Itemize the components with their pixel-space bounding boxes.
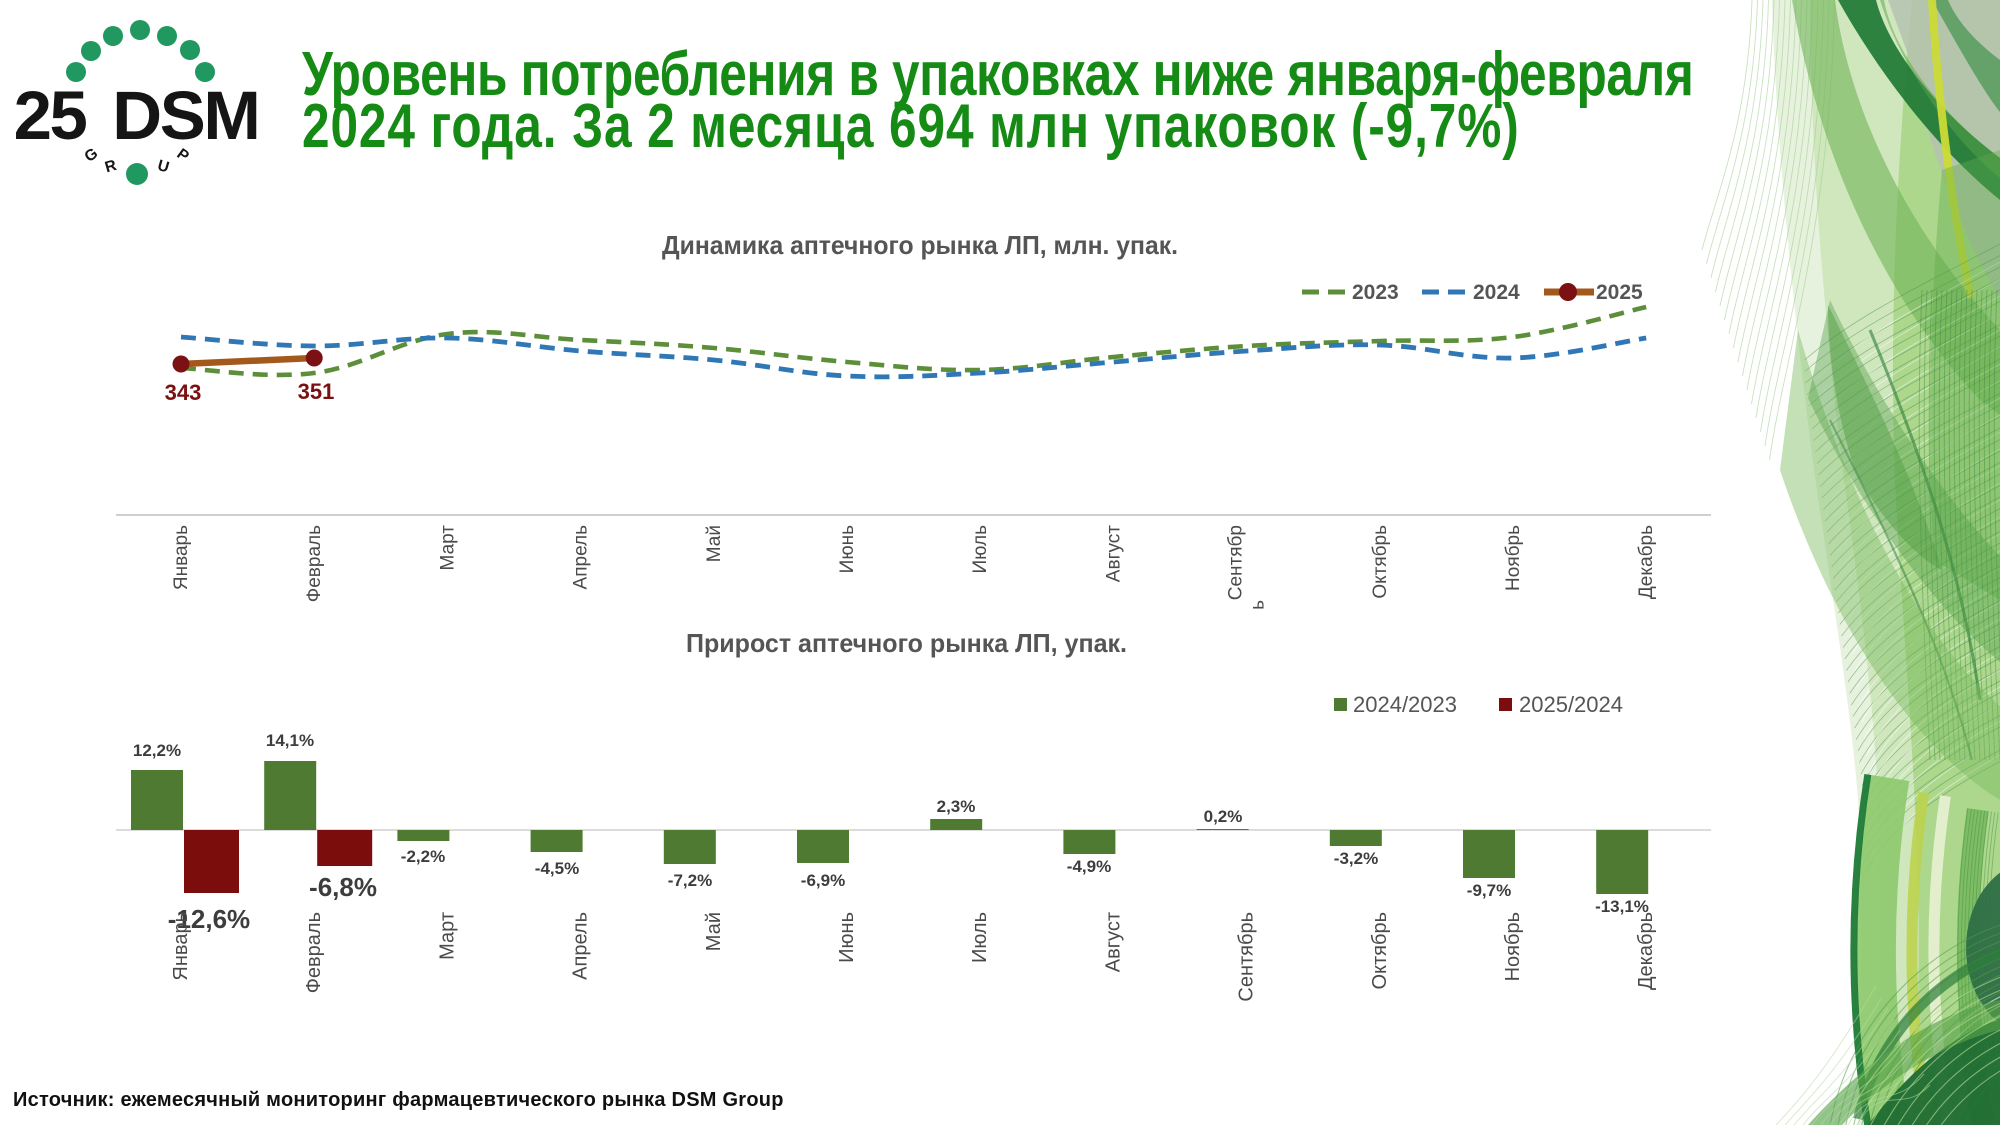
svg-text:Январь: Январь bbox=[170, 912, 192, 981]
svg-text:Октябрь: Октябрь bbox=[1370, 525, 1391, 599]
svg-text:Март: Март bbox=[436, 912, 458, 960]
svg-text:-2,2%: -2,2% bbox=[401, 847, 445, 866]
svg-text:12,2%: 12,2% bbox=[133, 741, 181, 760]
svg-text:Декабрь: Декабрь bbox=[1636, 525, 1657, 599]
svg-text:Июнь: Июнь bbox=[836, 912, 858, 963]
svg-text:Май: Май bbox=[704, 525, 725, 562]
svg-text:Октябрь: Октябрь bbox=[1369, 912, 1391, 990]
svg-text:Декабрь: Декабрь bbox=[1635, 912, 1657, 990]
svg-text:Прирост аптечного рынка ЛП, уп: Прирост аптечного рынка ЛП, упак. bbox=[686, 628, 1127, 658]
svg-text:-3,2%: -3,2% bbox=[1334, 849, 1378, 868]
svg-text:Февраль: Февраль bbox=[304, 525, 325, 602]
svg-text:351: 351 bbox=[298, 379, 335, 404]
svg-text:2023: 2023 bbox=[1352, 281, 1399, 304]
svg-text:-13,1%: -13,1% bbox=[1595, 897, 1649, 916]
svg-text:Август: Август bbox=[1102, 912, 1124, 972]
svg-text:ь: ь bbox=[1248, 600, 1269, 610]
svg-text:-4,5%: -4,5% bbox=[535, 859, 579, 878]
svg-text:Август: Август bbox=[1103, 525, 1124, 582]
svg-text:Январь: Январь bbox=[171, 525, 192, 590]
svg-text:-6,8%: -6,8% bbox=[309, 872, 377, 902]
svg-text:Март: Март bbox=[437, 525, 458, 571]
svg-text:2,3%: 2,3% bbox=[937, 797, 976, 816]
svg-text:2025: 2025 bbox=[1596, 281, 1643, 304]
svg-text:343: 343 bbox=[165, 380, 202, 405]
svg-text:Апрель: Апрель bbox=[570, 912, 592, 980]
svg-text:Февраль: Февраль bbox=[303, 912, 325, 993]
svg-text:Ноябрь: Ноябрь bbox=[1503, 525, 1524, 591]
svg-text:0,2%: 0,2% bbox=[1204, 807, 1243, 826]
svg-text:Сентябрь: Сентябрь bbox=[1236, 912, 1258, 1002]
svg-text:-9,7%: -9,7% bbox=[1467, 881, 1511, 900]
svg-text:2024/2023: 2024/2023 bbox=[1353, 692, 1457, 717]
svg-text:-6,9%: -6,9% bbox=[801, 871, 845, 890]
svg-text:Июль: Июль bbox=[969, 912, 991, 963]
svg-text:-12,6%: -12,6% bbox=[168, 904, 250, 934]
svg-text:2025/2024: 2025/2024 bbox=[1519, 692, 1623, 717]
svg-text:Сентябр: Сентябр bbox=[1226, 525, 1247, 600]
svg-text:R: R bbox=[103, 157, 118, 176]
svg-text:14,1%: 14,1% bbox=[266, 731, 314, 750]
svg-text:2024: 2024 bbox=[1473, 281, 1520, 304]
svg-text:-7,2%: -7,2% bbox=[668, 871, 712, 890]
svg-text:Июнь: Июнь bbox=[837, 525, 858, 573]
svg-text:Апрель: Апрель bbox=[571, 525, 592, 590]
svg-text:Ноябрь: Ноябрь bbox=[1502, 912, 1524, 981]
svg-text:Динамика аптечного рынка ЛП, м: Динамика аптечного рынка ЛП, млн. упак. bbox=[662, 230, 1178, 260]
svg-text:Май: Май bbox=[703, 912, 725, 951]
svg-text:-4,9%: -4,9% bbox=[1067, 857, 1111, 876]
svg-text:25 DSM: 25 DSM bbox=[14, 77, 259, 154]
svg-text:Июль: Июль bbox=[970, 525, 991, 574]
svg-text:U: U bbox=[156, 157, 171, 176]
